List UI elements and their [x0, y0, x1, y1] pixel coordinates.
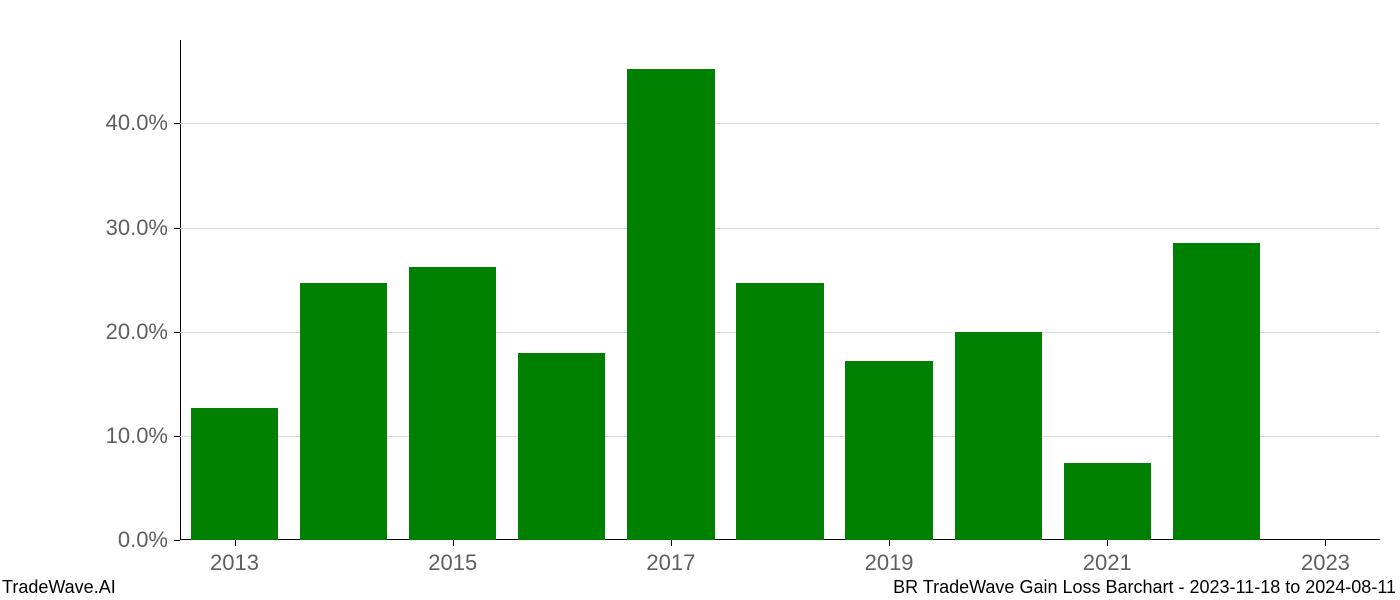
bar	[736, 283, 823, 540]
y-tick-label: 40.0%	[106, 110, 180, 136]
y-tick-label: 30.0%	[106, 215, 180, 241]
y-tick-label: 20.0%	[106, 319, 180, 345]
bars-layer	[180, 40, 1380, 540]
chart-container: 0.0% 10.0% 20.0% 30.0% 40.0% 2013 2015 2017 2019…	[0, 0, 1400, 600]
x-tick-label: 2013	[210, 540, 259, 576]
bar	[300, 283, 387, 540]
x-tick-label: 2015	[428, 540, 477, 576]
bar	[955, 332, 1042, 540]
footer-caption: BR TradeWave Gain Loss Barchart - 2023-1…	[893, 577, 1396, 598]
x-tick-label: 2019	[865, 540, 914, 576]
y-tick-label: 0.0%	[118, 527, 180, 553]
bar	[409, 267, 496, 540]
bar	[191, 408, 278, 540]
bar	[627, 69, 714, 540]
bar	[845, 361, 932, 540]
x-tick-label: 2017	[646, 540, 695, 576]
bar	[1064, 463, 1151, 540]
bar	[1173, 243, 1260, 540]
footer-brand: TradeWave.AI	[2, 577, 116, 598]
y-tick-label: 10.0%	[106, 423, 180, 449]
x-tick-label: 2023	[1301, 540, 1350, 576]
plot-area: 0.0%10.0%20.0%30.0%40.0%2013201520172019…	[180, 40, 1380, 540]
bar	[518, 353, 605, 541]
x-tick-label: 2021	[1083, 540, 1132, 576]
